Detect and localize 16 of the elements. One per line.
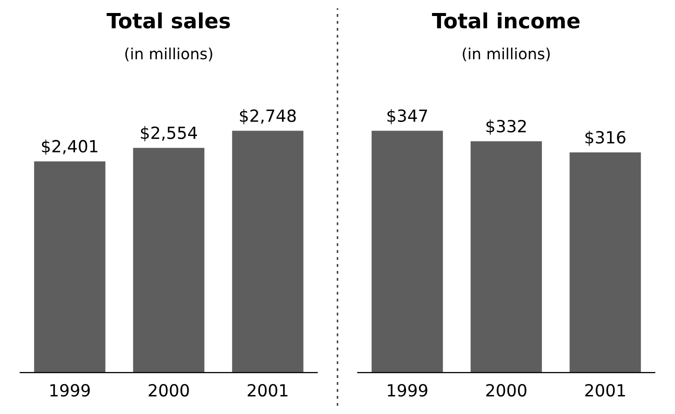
data-label: $2,401 <box>42 140 98 155</box>
chart-subtitle: (in millions) <box>125 48 212 62</box>
x-tick-label: 2000 <box>486 384 526 397</box>
data-label: $316 <box>585 130 626 146</box>
x-tick-label: 1999 <box>50 384 90 397</box>
x-tick-label: 1999 <box>388 384 428 397</box>
data-label: $2,554 <box>140 126 197 142</box>
chart-title: Total sales <box>106 12 230 29</box>
data-label: $332 <box>486 120 526 135</box>
data-label: $2,748 <box>240 109 296 124</box>
chart-title: Total income <box>432 12 580 29</box>
chart-subtitle: (in millions) <box>462 48 550 62</box>
x-tick-label: 2001 <box>248 384 288 397</box>
data-label: $347 <box>387 109 428 124</box>
x-tick-label: 2000 <box>148 384 189 397</box>
x-tick-label: 2001 <box>585 384 625 397</box>
